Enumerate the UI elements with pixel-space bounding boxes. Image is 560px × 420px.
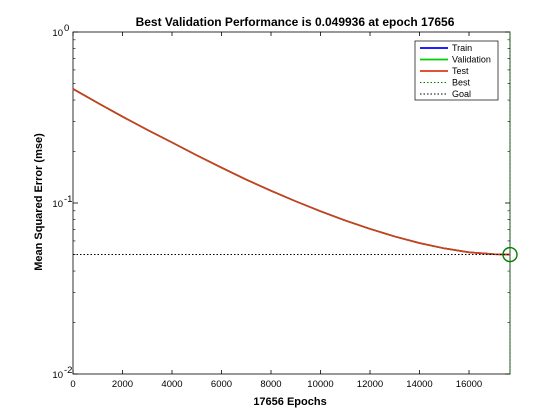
- x-axis-label: 17656 Epochs: [253, 396, 326, 408]
- y-tick-label: 10: [52, 370, 63, 381]
- legend-label-train: Train: [452, 43, 472, 53]
- y-axis-label: Mean Squared Error (mse): [33, 133, 45, 271]
- x-tick-label: 2000: [112, 379, 133, 390]
- x-tick-label: 16000: [456, 379, 482, 390]
- y-tick-exponent: -2: [64, 365, 72, 376]
- x-tick-label: 4000: [161, 379, 182, 390]
- x-tick-label: 10000: [307, 379, 333, 390]
- x-axis-ticks: 0 2000 4000 6000 8000 10000 12000 14000 16000: [70, 32, 482, 390]
- legend-label-test: Test: [452, 66, 469, 76]
- x-tick-label: 12000: [357, 379, 383, 390]
- series-line-test: [72, 88, 511, 256]
- x-tick-label: 14000: [406, 379, 432, 390]
- x-tick-label: 0: [70, 379, 75, 390]
- legend-label-goal: Goal: [452, 89, 471, 99]
- y-tick-exponent: -1: [64, 194, 72, 205]
- legend-label-best: Best: [452, 78, 471, 88]
- best-goal-markers: [73, 32, 518, 374]
- best-point-marker: [502, 246, 518, 263]
- x-tick-label: 8000: [260, 379, 281, 390]
- series-curves: [72, 88, 511, 256]
- y-tick-label: 10: [52, 199, 63, 210]
- y-tick-label: 10: [52, 28, 63, 39]
- legend-label-validation: Validation: [452, 55, 491, 65]
- y-tick-exponent: 0: [64, 23, 69, 34]
- x-tick-label: 6000: [211, 379, 232, 390]
- chart-title: Best Validation Performance is 0.049936 …: [136, 15, 455, 29]
